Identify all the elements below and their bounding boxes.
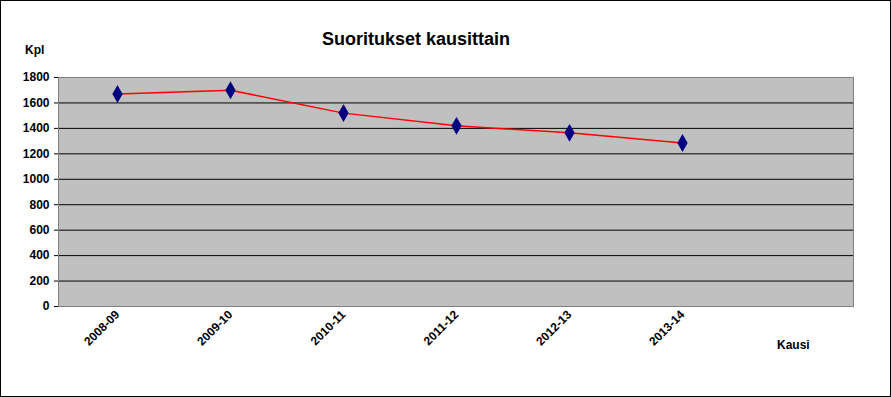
html-text:Kpl: Kpl [25, 43, 45, 57]
svg-text:400: 400 [29, 248, 49, 262]
svg-text:0: 0 [43, 299, 50, 313]
svg-text:1400: 1400 [23, 121, 50, 135]
svg-text:200: 200 [29, 274, 49, 288]
svg-text:1600: 1600 [23, 96, 50, 110]
svg-text:1800: 1800 [23, 70, 50, 84]
svg-text:2010-11: 2010-11 [308, 307, 349, 348]
svg-text:600: 600 [29, 223, 49, 237]
svg-text:2012-13: 2012-13 [533, 307, 574, 348]
svg-text:2008-09: 2008-09 [81, 307, 122, 348]
svg-text:2013-14: 2013-14 [646, 307, 687, 348]
svg-text:2011-12: 2011-12 [421, 307, 462, 348]
svg-text:1000: 1000 [23, 172, 50, 186]
html-text:Suoritukset kausittain: Suoritukset kausittain [322, 29, 510, 49]
svg-text:2009-10: 2009-10 [194, 307, 235, 348]
svg-text:800: 800 [29, 198, 49, 212]
svg-text:1200: 1200 [23, 147, 50, 161]
html-text:Kausi: Kausi [777, 338, 810, 352]
